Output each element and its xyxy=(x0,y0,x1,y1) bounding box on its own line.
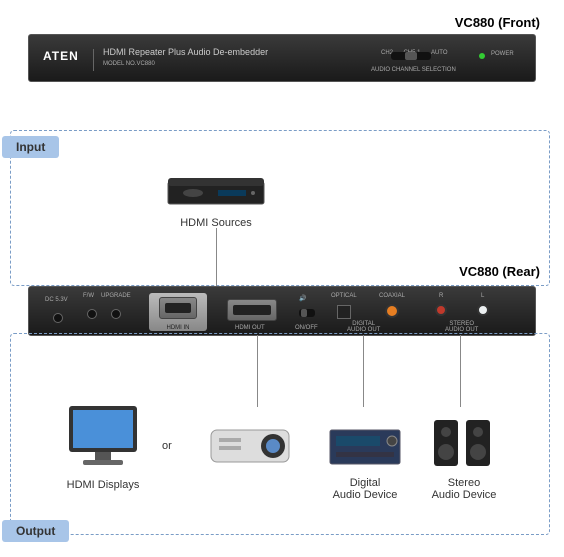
rear-title: VC880 (Rear) xyxy=(459,264,540,279)
digital-audio-device: Digital Audio Device xyxy=(320,410,410,501)
optical-port[interactable] xyxy=(337,305,351,319)
line-to-displays xyxy=(257,335,258,407)
stereo-audio-label: Stereo Audio Device xyxy=(424,477,504,501)
hdmi-out-port[interactable] xyxy=(227,299,277,321)
line-to-digital xyxy=(363,335,364,407)
power-led xyxy=(479,53,485,59)
power-label: POWER xyxy=(491,51,514,57)
onoff-knob xyxy=(301,309,307,317)
projector-device xyxy=(195,410,305,477)
front-panel: ATEN HDMI Repeater Plus Audio De-embedde… xyxy=(28,34,536,82)
stereo-audio-device: Stereo Audio Device xyxy=(424,408,504,501)
hdmi-source-device: HDMI Sources xyxy=(148,168,284,229)
monitor-icon xyxy=(55,400,151,474)
divider xyxy=(93,49,94,71)
fw-jack[interactable] xyxy=(87,309,97,319)
hdmi-displays-label: HDMI Displays xyxy=(55,479,151,491)
hdmi-out-label: HDMI OUT xyxy=(235,325,265,331)
input-tag: Input xyxy=(2,136,59,158)
digital-audio-out-label: DIGITAL AUDIO OUT xyxy=(347,321,380,333)
upgrade-label: UPGRADE xyxy=(101,293,131,299)
dc-label: DC 5.3V xyxy=(45,297,68,303)
model-number: MODEL NO.VC880 xyxy=(103,61,155,67)
optical-label: OPTICAL xyxy=(331,293,357,299)
product-name: HDMI Repeater Plus Audio De-embedder xyxy=(103,47,268,57)
brand-logo: ATEN xyxy=(43,49,79,63)
dc-jack[interactable] xyxy=(53,313,63,323)
line-source-to-hdmi-in xyxy=(216,228,217,286)
av-receiver-icon xyxy=(320,410,410,472)
or-label: or xyxy=(162,440,172,452)
l-label: L xyxy=(481,293,484,299)
rca-r-port[interactable] xyxy=(435,304,447,316)
speakers-icon xyxy=(424,408,504,472)
fw-label: F/W xyxy=(83,293,94,299)
rear-panel: DC 5.3V F/W UPGRADE HDMI IN HDMI OUT 🔊 O… xyxy=(28,286,536,336)
auto-label: AUTO xyxy=(431,50,448,56)
output-tag: Output xyxy=(2,520,69,542)
switch-knob xyxy=(405,52,417,60)
hdmi-in-port[interactable] xyxy=(159,297,197,319)
hdmi-in-frame: HDMI IN xyxy=(149,293,207,331)
hdmi-display-device: HDMI Displays xyxy=(55,400,151,491)
coaxial-label: COAXIAL xyxy=(379,293,405,299)
front-title: VC880 (Front) xyxy=(455,15,540,30)
line-to-stereo xyxy=(460,335,461,407)
channel-switch[interactable] xyxy=(391,52,431,60)
onoff-label: ON/OFF xyxy=(295,325,318,331)
r-label: R xyxy=(439,293,443,299)
hdmi-in-label: HDMI IN xyxy=(149,325,207,331)
rca-l-port[interactable] xyxy=(477,304,489,316)
onoff-switch[interactable] xyxy=(299,309,315,317)
bluray-player-icon xyxy=(148,168,284,212)
coaxial-port[interactable] xyxy=(385,304,399,318)
upgrade-jack[interactable] xyxy=(111,309,121,319)
speaker-icon: 🔊 xyxy=(299,295,306,302)
projector-icon xyxy=(195,410,305,472)
stereo-audio-out-label: STEREO AUDIO OUT xyxy=(445,321,478,333)
selection-label: AUDIO CHANNEL SELECTION xyxy=(371,67,456,73)
digital-audio-label: Digital Audio Device xyxy=(320,477,410,501)
